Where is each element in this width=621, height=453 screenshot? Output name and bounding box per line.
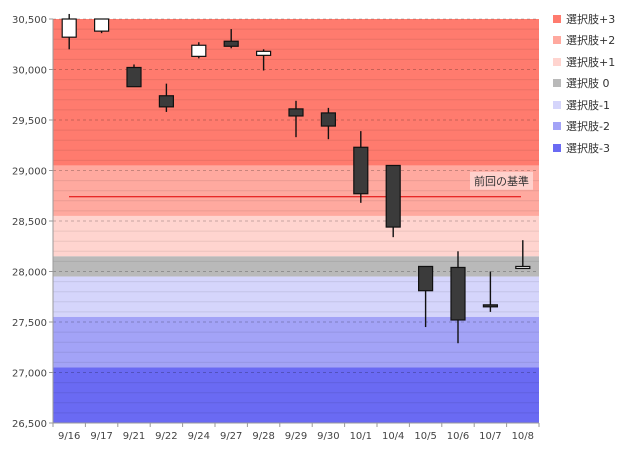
band-6 (53, 367, 539, 423)
candle-9/16 (61, 13, 77, 50)
candle-10/7 (482, 271, 498, 312)
legend-label: 選択肢-3 (566, 141, 610, 155)
legend-label: 選択肢+3 (566, 12, 616, 26)
legend-item: 選択肢-1 (553, 94, 615, 116)
candle-layer (61, 13, 531, 344)
candle-body (288, 108, 304, 117)
y-tick-label: 28,500 (12, 217, 47, 228)
candle-body (353, 146, 369, 195)
x-tick-label: 9/28 (252, 431, 274, 442)
legend-label: 選択肢+2 (566, 34, 616, 48)
candle-body (61, 18, 77, 38)
candle-body (256, 50, 272, 56)
x-tick-label: 9/30 (317, 431, 339, 442)
x-tick-label: 9/17 (90, 431, 112, 442)
y-tick-label: 27,000 (12, 369, 47, 380)
band-3 (53, 256, 539, 277)
legend-item: 選択肢+1 (553, 51, 615, 73)
reference-layer: 前回の基準 (69, 171, 533, 198)
candle-10/1 (353, 131, 369, 203)
legend-swatch (553, 100, 561, 109)
x-tick-label: 10/5 (414, 431, 436, 442)
legend-swatch (553, 57, 561, 66)
legend-swatch (553, 14, 561, 23)
legend-label: 選択肢+1 (566, 55, 616, 69)
x-tick-label: 9/21 (123, 431, 145, 442)
y-tick-label: 28,000 (12, 268, 47, 279)
candle-body (126, 66, 142, 88)
candle-9/29 (288, 100, 304, 138)
candle-9/24 (191, 42, 207, 59)
x-tick-label: 9/27 (220, 431, 242, 442)
candle-9/28 (256, 49, 272, 71)
candle-body (482, 304, 498, 308)
legend-swatch (553, 79, 561, 88)
candle-9/30 (320, 107, 336, 140)
candle-body (158, 95, 174, 108)
legend: 選択肢+3 選択肢+2 選択肢+1 選択肢 0 選択肢-1 選択肢-2 選択肢-3 (553, 8, 615, 159)
candle-9/22 (158, 83, 174, 112)
y-tick-label: 30,000 (12, 66, 47, 77)
candle-body (191, 44, 207, 57)
candle-body (93, 18, 110, 32)
reference-label-background (470, 171, 533, 190)
legend-label: 選択肢-1 (566, 98, 610, 112)
x-tick-label: 10/8 (512, 431, 534, 442)
candle-body (320, 112, 336, 127)
x-tick-label: 10/7 (479, 431, 501, 442)
band-2 (53, 215, 539, 257)
y-tick-label: 27,500 (12, 318, 47, 329)
legend-swatch (553, 143, 561, 152)
band-4 (53, 276, 539, 317)
candle-10/4 (385, 164, 401, 238)
reference-line-label: 前回の基準 (474, 174, 529, 188)
x-tick-label: 10/6 (447, 431, 469, 442)
legend-item: 選択肢-3 (553, 137, 615, 159)
candle-10/6 (450, 251, 466, 344)
x-tick-label: 9/16 (58, 431, 80, 442)
candle-body (450, 266, 466, 321)
band-0 (53, 19, 539, 166)
candle-10/5 (418, 265, 434, 328)
candle-9/17 (93, 18, 110, 34)
x-tick-label: 9/29 (285, 431, 307, 442)
legend-item: 選択肢 0 (553, 73, 615, 95)
y-tick-label: 26,500 (12, 419, 47, 430)
legend-item: 選択肢+3 (553, 8, 615, 30)
y-tick-label: 30,500 (12, 15, 47, 26)
y-tick-label: 29,500 (12, 116, 47, 127)
y-tick-label: 29,000 (12, 167, 47, 178)
x-tick-label: 9/22 (155, 431, 177, 442)
band-1 (53, 165, 539, 216)
legend-item: 選択肢+2 (553, 30, 615, 52)
x-tick-label: 10/1 (350, 431, 372, 442)
candle-9/27 (223, 29, 239, 49)
x-tick-label: 10/4 (382, 431, 404, 442)
candle-body (515, 265, 531, 270)
legend-label: 選択肢-2 (566, 120, 610, 134)
x-tick-label: 9/24 (188, 431, 210, 442)
candle-9/21 (126, 64, 142, 88)
candle-10/8 (515, 240, 531, 270)
legend-swatch (553, 122, 561, 131)
legend-swatch (553, 36, 561, 45)
candle-body (418, 265, 434, 292)
candle-body (223, 40, 239, 47)
legend-item: 選択肢-2 (553, 116, 615, 138)
candle-body (385, 164, 401, 228)
axis-layer: 26,500 27,000 27,500 28,000 28,500 29,000 29,5… (12, 15, 540, 442)
legend-label: 選択肢 0 (566, 77, 610, 91)
